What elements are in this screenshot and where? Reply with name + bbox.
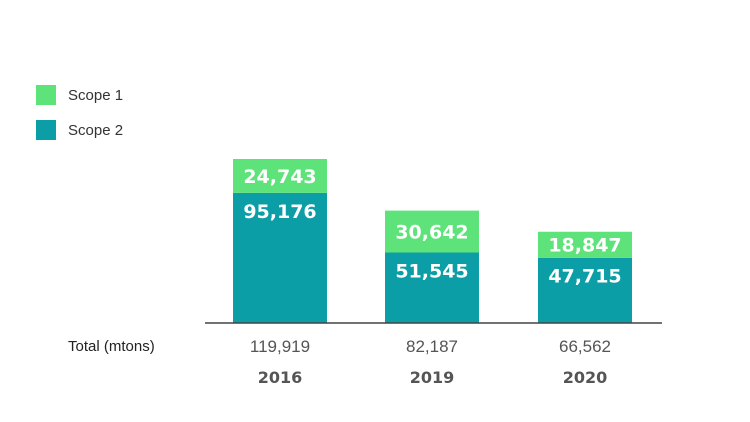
total-value-2016: 119,919	[250, 337, 310, 356]
data-label-scope-2-2016: 95,176	[243, 201, 316, 223]
legend-label-scope-1: Scope 1	[68, 86, 124, 104]
labels-group: 24,743 95,176 119,919 2016 30,642 51,545 82,18…	[243, 166, 621, 387]
data-label-scope-1-2020: 18,847	[548, 235, 621, 257]
bar-scope-1-2020	[538, 231, 632, 258]
data-label-scope-2-2019: 51,545	[395, 261, 468, 283]
category-label-2020: 2020	[563, 368, 608, 387]
category-label-2016: 2016	[258, 368, 303, 387]
totals-row-label: Total (mtons)	[68, 338, 155, 355]
legend-swatch-scope-2	[36, 120, 56, 140]
bar-scope-1-2019	[385, 210, 479, 253]
total-value-2019: 82,187	[406, 337, 458, 356]
legend-item-scope-2: Scope 2	[36, 119, 123, 141]
bars-group	[233, 159, 632, 323]
total-value-2020: 66,562	[559, 337, 611, 356]
legend-label-scope-2: Scope 2	[68, 121, 124, 139]
data-label-scope-1-2016: 24,743	[243, 166, 316, 188]
category-label-2019: 2019	[410, 368, 455, 387]
legend-item-scope-1: Scope 1	[36, 84, 123, 106]
bar-scope-2-2016	[233, 192, 327, 323]
bar-scope-2-2019	[385, 252, 479, 323]
data-label-scope-1-2019: 30,642	[395, 222, 468, 244]
legend-swatch-scope-1	[36, 85, 56, 105]
legend: Scope 1 Scope 2	[36, 84, 123, 154]
bar-scope-2-2020	[538, 257, 632, 323]
bar-scope-1-2016	[233, 159, 327, 193]
data-label-scope-2-2020: 47,715	[548, 266, 621, 288]
